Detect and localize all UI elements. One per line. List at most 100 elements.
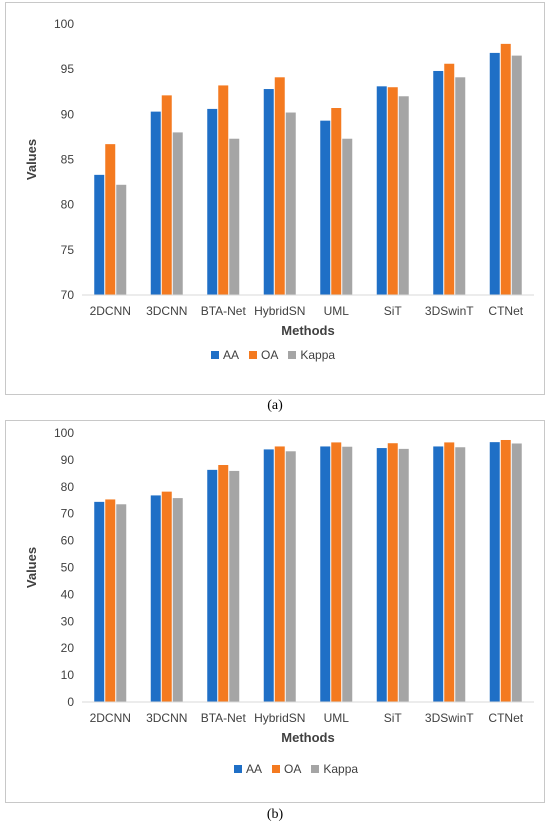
chart-a-bar-oa-0	[105, 144, 116, 295]
chart-a-bar-kappa-2	[229, 138, 240, 295]
chart-a-bar-kappa-1	[172, 132, 183, 295]
chart-a-xtick-2: BTA-Net	[201, 304, 247, 318]
chart-b-bar-kappa-3	[285, 451, 296, 702]
chart-b-xtick-4: UML	[324, 711, 350, 725]
chart-b-xtick-6: 3DSwinT	[425, 711, 474, 725]
chart-b-ytick-5: 50	[61, 561, 75, 575]
chart-a-bar-aa-7	[489, 52, 500, 296]
chart-a-bar-kappa-6	[455, 77, 466, 296]
chart-b-legend-swatch-aa	[234, 765, 242, 773]
chart-a-xlabel: Methods	[281, 323, 334, 338]
chart-a-bar-aa-0	[94, 174, 105, 295]
chart-b-bar-oa-0	[105, 499, 116, 702]
chart-a-bar-oa-6	[444, 63, 455, 295]
chart-a-xtick-7: CTNet	[488, 304, 523, 318]
chart-b-bar-oa-4	[331, 442, 342, 702]
chart-a-ytick-1: 75	[61, 243, 75, 257]
chart-b-ytick-2: 20	[61, 641, 75, 655]
chart-b-ytick-3: 30	[61, 614, 75, 628]
chart-b-bar-aa-7	[489, 442, 500, 702]
chart-b-ytick-7: 70	[61, 507, 75, 521]
chart-a-bar-kappa-4	[342, 138, 353, 295]
chart-panel-b: 0 10 20 30 40 50 60 70 80 90 100 2DCNN 3DCNN BTA-Net H…	[5, 420, 545, 803]
chart-a-xtick-0: 2DCNN	[90, 304, 131, 318]
chart-a-bar-kappa-0	[116, 184, 127, 295]
chart-a-xtick-4: UML	[324, 304, 350, 318]
chart-a-bar-oa-4	[331, 108, 342, 295]
chart-panel-a: 70 75 80 85 90 95 100 2DCNN 3DCNN BTA-Net HybridSN…	[5, 2, 545, 395]
chart-a-xtick-5: SiT	[384, 304, 403, 318]
chart-a-bar-aa-4	[320, 120, 331, 295]
chart-b-bar-aa-4	[320, 446, 331, 702]
caption-b: (b)	[266, 807, 284, 822]
chart-a-bar-aa-5	[376, 86, 387, 295]
chart-b-bar-oa-3	[274, 446, 285, 702]
chart-a-ytick-2: 80	[61, 198, 75, 212]
chart-a-bar-oa-2	[218, 85, 229, 295]
chart-b-bar-kappa-7	[511, 443, 522, 702]
chart-a-legend-item-kappa: Kappa	[288, 348, 335, 362]
chart-a-ylabel: Values	[24, 139, 39, 180]
chart-b-bar-kappa-2	[229, 470, 240, 702]
chart-b-ytick-6: 60	[61, 534, 75, 548]
chart-b-legend-swatch-kappa	[311, 765, 320, 773]
chart-a-legend: AA OA Kappa	[211, 348, 335, 362]
chart-a-ytick-0: 70	[61, 288, 75, 302]
chart-a-bar-oa-5	[387, 87, 398, 295]
chart-b-ylabel: Values	[24, 547, 39, 588]
chart-a-bar-kappa-5	[398, 96, 409, 296]
chart-a-ytick-4: 90	[61, 107, 75, 121]
chart-b-legend-swatch-oa	[272, 765, 281, 773]
chart-a-bar-aa-1	[150, 111, 161, 295]
chart-a-legend-item-aa: AA	[211, 348, 239, 362]
chart-b-bar-oa-6	[444, 442, 455, 702]
chart-a-bar-aa-6	[433, 70, 444, 296]
chart-a-bar-oa-7	[500, 43, 511, 295]
chart-b-svg: 0 10 20 30 40 50 60 70 80 90 100 2DCNN 3DCNN BTA-Net H…	[24, 426, 534, 745]
chart-b-ytick-10: 100	[54, 426, 74, 440]
chart-a-legend-label-oa: OA	[261, 348, 279, 362]
chart-b-legend-item-oa: OA	[272, 762, 301, 776]
chart-b-bar-aa-6	[433, 446, 444, 702]
chart-b-bar-aa-1	[150, 495, 161, 702]
chart-b-ytick-8: 80	[61, 480, 75, 494]
chart-b-xtick-5: SiT	[384, 711, 403, 725]
chart-b-xtick-1: 3DCNN	[146, 711, 187, 725]
chart-b-bar-aa-2	[207, 469, 218, 702]
chart-a-bar-oa-3	[274, 77, 285, 296]
chart-a-ytick-5: 95	[61, 62, 75, 76]
chart-b-legend-item-aa: AA	[234, 762, 262, 776]
chart-a-xtick-3: HybridSN	[254, 304, 305, 318]
chart-a-ytick-6: 100	[54, 17, 74, 31]
chart-b-xtick-0: 2DCNN	[90, 711, 131, 725]
chart-b-bar-aa-5	[376, 448, 387, 702]
chart-a-legend-label-kappa: Kappa	[300, 348, 336, 362]
chart-a-xtick-6: 3DSwinT	[425, 304, 474, 318]
caption-a: (a)	[267, 398, 283, 413]
chart-b-ytick-4: 40	[61, 587, 75, 601]
chart-b-bar-kappa-5	[398, 448, 409, 702]
chart-b-bar-oa-7	[500, 439, 511, 702]
chart-a-bar-kappa-3	[285, 112, 296, 295]
chart-b-ytick-9: 90	[61, 453, 75, 467]
chart-b-xtick-7: CTNet	[488, 711, 523, 725]
chart-a-legend-swatch-aa	[211, 351, 219, 359]
chart-a-bar-oa-1	[161, 95, 172, 295]
chart-a-bar-aa-3	[263, 89, 274, 295]
chart-b-bar-oa-5	[387, 443, 398, 702]
chart-a-legend-swatch-oa	[249, 351, 258, 359]
chart-b-legend-item-kappa: Kappa	[311, 762, 358, 776]
chart-a-bar-kappa-7	[511, 55, 522, 295]
chart-b-ytick-0: 0	[67, 695, 74, 709]
chart-a-bar-aa-2	[207, 108, 218, 295]
chart-b-bar-kappa-6	[455, 447, 466, 702]
chart-a-xtick-1: 3DCNN	[146, 304, 187, 318]
chart-b-bar-aa-3	[263, 449, 274, 702]
chart-b-bar-oa-1	[161, 491, 172, 702]
chart-b-legend-label-kappa: Kappa	[323, 762, 359, 776]
chart-b-bar-oa-2	[218, 465, 229, 702]
chart-b-legend-label-oa: OA	[284, 762, 302, 776]
chart-b-legend-label-aa: AA	[246, 762, 263, 776]
chart-b-xlabel: Methods	[281, 730, 334, 745]
chart-b-ytick-1: 10	[61, 668, 75, 682]
